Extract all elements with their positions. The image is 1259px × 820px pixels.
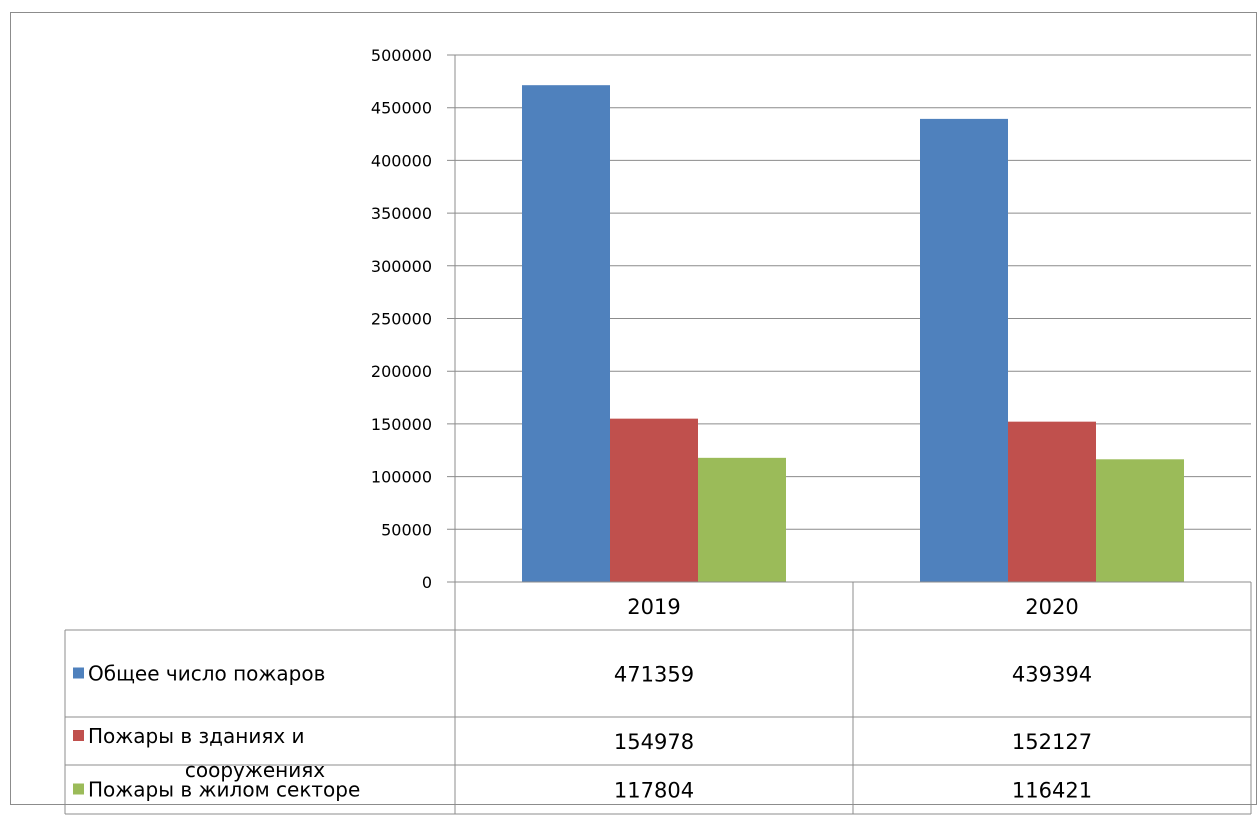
y-tick-label: 300000	[371, 257, 432, 276]
y-tick-label: 50000	[381, 520, 432, 539]
chart-svg: 0 50000 100000 150000 200000 250000 300000 3500…	[64, 46, 1252, 815]
y-tick-label: 0	[422, 573, 432, 592]
bar	[920, 118, 1008, 582]
y-tick-label: 250000	[371, 310, 432, 329]
legend-label: Общее число пожаров	[88, 662, 325, 686]
chart: 0 50000 100000 150000 200000 250000 300000 3500…	[10, 12, 1257, 815]
y-tick-label: 200000	[371, 362, 432, 381]
data-table-value: 117804	[614, 779, 694, 803]
bar	[1008, 421, 1096, 582]
data-table-value: 154978	[614, 730, 694, 754]
bar	[522, 85, 610, 582]
legend-label: сооружениях	[185, 758, 325, 782]
y-tick-label: 350000	[371, 204, 432, 223]
legend-label: Пожары в жилом секторе	[88, 778, 360, 802]
y-tick-label: 150000	[371, 415, 432, 434]
legend-swatch	[73, 783, 84, 795]
y-tick-label: 400000	[371, 151, 432, 170]
data-table-value: 439394	[1012, 663, 1092, 687]
legend-label: Пожары в зданиях и	[88, 724, 305, 748]
x-category-label: 2019	[627, 595, 680, 619]
x-category-label: 2020	[1025, 595, 1078, 619]
data-table-value: 152127	[1012, 730, 1092, 754]
y-tick-label: 450000	[371, 99, 432, 118]
bar	[698, 457, 786, 582]
legend-swatch	[73, 730, 84, 741]
bar	[1096, 459, 1184, 582]
data-table-value: 471359	[614, 663, 694, 687]
y-tick-label: 100000	[371, 468, 432, 487]
data-table-value: 116421	[1012, 779, 1092, 803]
legend-swatch	[73, 667, 84, 679]
bar	[610, 418, 698, 582]
y-tick-label: 500000	[371, 46, 432, 65]
